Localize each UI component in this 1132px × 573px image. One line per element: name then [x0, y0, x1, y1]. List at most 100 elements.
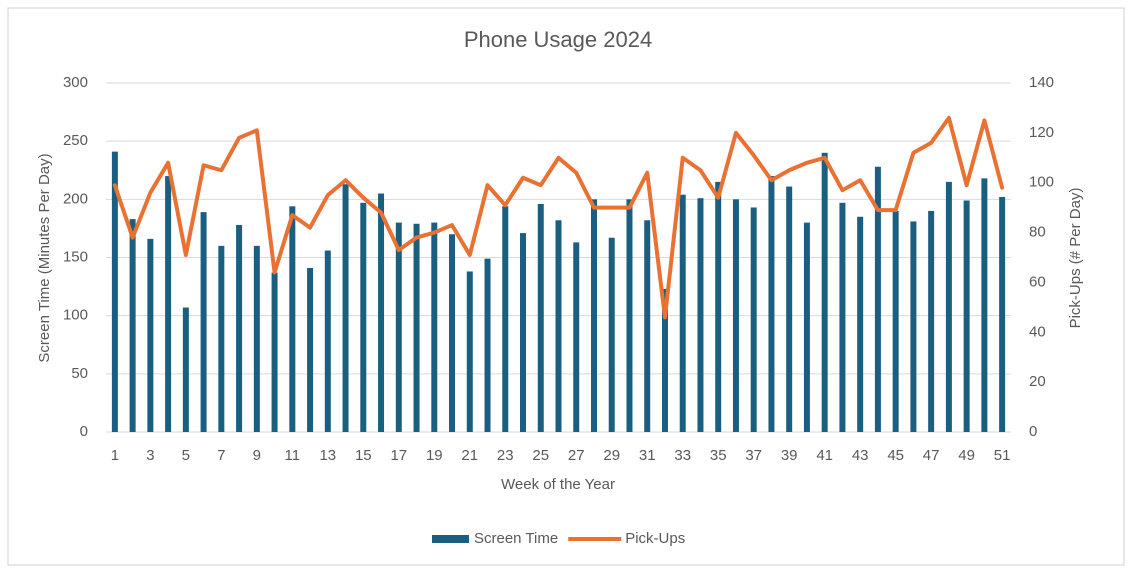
- x-tick-label: 37: [745, 447, 762, 464]
- y2-tick-label: 140: [1029, 74, 1054, 91]
- bar: [395, 222, 402, 432]
- line: [112, 115, 1005, 320]
- bar: [661, 288, 668, 432]
- bar: [147, 238, 154, 432]
- y2-tick-label: 60: [1029, 273, 1046, 290]
- bar: [111, 151, 118, 433]
- x-tick-label: 29: [603, 447, 620, 464]
- bar: [768, 176, 775, 432]
- x-tick-label: 17: [390, 447, 407, 464]
- y-tick-label: 200: [63, 190, 88, 207]
- legend-swatch: [432, 535, 469, 543]
- bar: [750, 207, 757, 432]
- bar: [182, 307, 189, 432]
- bar: [963, 200, 970, 432]
- bar: [449, 234, 456, 432]
- bar: [253, 245, 260, 432]
- x-tick-label: 47: [923, 447, 940, 464]
- y2-tick-label: 20: [1029, 373, 1046, 390]
- y2-tick-label: 120: [1029, 124, 1054, 141]
- y-tick-label: 300: [63, 74, 88, 91]
- bar: [218, 245, 225, 432]
- y-tick-label: 150: [63, 248, 88, 265]
- bar: [910, 221, 917, 432]
- x-axis-title: Week of the Year: [501, 476, 615, 493]
- x-tick-label: 1: [111, 447, 119, 464]
- bar: [857, 216, 864, 432]
- bar: [307, 267, 314, 432]
- x-tick-label: 15: [355, 447, 372, 464]
- bar: [271, 272, 278, 432]
- bar: [626, 199, 633, 432]
- x-tick-label: 3: [146, 447, 154, 464]
- bar: [342, 184, 349, 432]
- bar: [874, 166, 881, 432]
- bar: [466, 271, 473, 432]
- chart-border: [7, 7, 1125, 566]
- x-tick-label: 31: [639, 447, 656, 464]
- bar: [803, 222, 810, 432]
- y2-tick-label: 100: [1029, 174, 1054, 191]
- bar: [484, 258, 491, 432]
- bar: [679, 194, 686, 432]
- bar: [165, 176, 172, 432]
- bar: [732, 199, 739, 432]
- bar: [928, 210, 935, 432]
- bar: [786, 186, 793, 432]
- y-tick-label: 250: [63, 132, 88, 149]
- x-tick-label: 9: [253, 447, 261, 464]
- bar: [821, 152, 828, 433]
- x-tick-label: 33: [674, 447, 691, 464]
- y2-tick-label: 80: [1029, 224, 1046, 241]
- bar: [573, 242, 580, 432]
- x-tick-label: 5: [182, 447, 190, 464]
- x-tick-label: 19: [426, 447, 443, 464]
- x-tick-label: 7: [217, 447, 225, 464]
- legend-label: Pick-Ups: [625, 530, 685, 547]
- bar: [981, 178, 988, 432]
- x-tick-label: 45: [887, 447, 904, 464]
- bar: [608, 237, 615, 432]
- bar: [324, 250, 331, 432]
- bar: [537, 203, 544, 432]
- x-tick-label: 27: [568, 447, 585, 464]
- bar: [999, 197, 1006, 432]
- x-tick-label: 41: [816, 447, 833, 464]
- y-tick-label: 0: [80, 423, 88, 440]
- legend-label: Screen Time: [474, 530, 558, 547]
- bar: [378, 193, 385, 432]
- x-tick-label: 39: [781, 447, 798, 464]
- x-tick-label: 35: [710, 447, 727, 464]
- bar: [590, 199, 597, 432]
- bar: [892, 210, 899, 432]
- x-tick-label: 11: [285, 447, 301, 464]
- x-tick-label: 25: [532, 447, 549, 464]
- x-tick-label: 43: [852, 447, 869, 464]
- bar: [839, 202, 846, 432]
- bar: [520, 233, 527, 432]
- bar: [945, 181, 952, 432]
- bar: [200, 212, 207, 432]
- y2-tick-label: 0: [1029, 423, 1037, 440]
- y-axis-title: Screen Time (Minutes Per Day): [36, 153, 53, 362]
- bar: [502, 206, 509, 432]
- x-tick-label: 21: [461, 447, 478, 464]
- bar: [431, 222, 438, 432]
- bar: [236, 224, 243, 432]
- bar: [289, 206, 296, 432]
- bar: [413, 223, 420, 432]
- bar: [715, 181, 722, 432]
- bar: [360, 202, 367, 432]
- y2-tick-label: 40: [1029, 323, 1046, 340]
- y-tick-label: 100: [63, 307, 88, 324]
- x-tick-label: 49: [958, 447, 975, 464]
- chart-title: Phone Usage 2024: [464, 27, 652, 52]
- bar: [555, 220, 562, 432]
- bar: [129, 219, 136, 432]
- bar: [644, 220, 651, 432]
- y2-axis-title: Pick-Ups (# Per Day): [1067, 188, 1084, 329]
- x-tick-label: 13: [319, 447, 336, 464]
- y-tick-label: 50: [71, 365, 88, 382]
